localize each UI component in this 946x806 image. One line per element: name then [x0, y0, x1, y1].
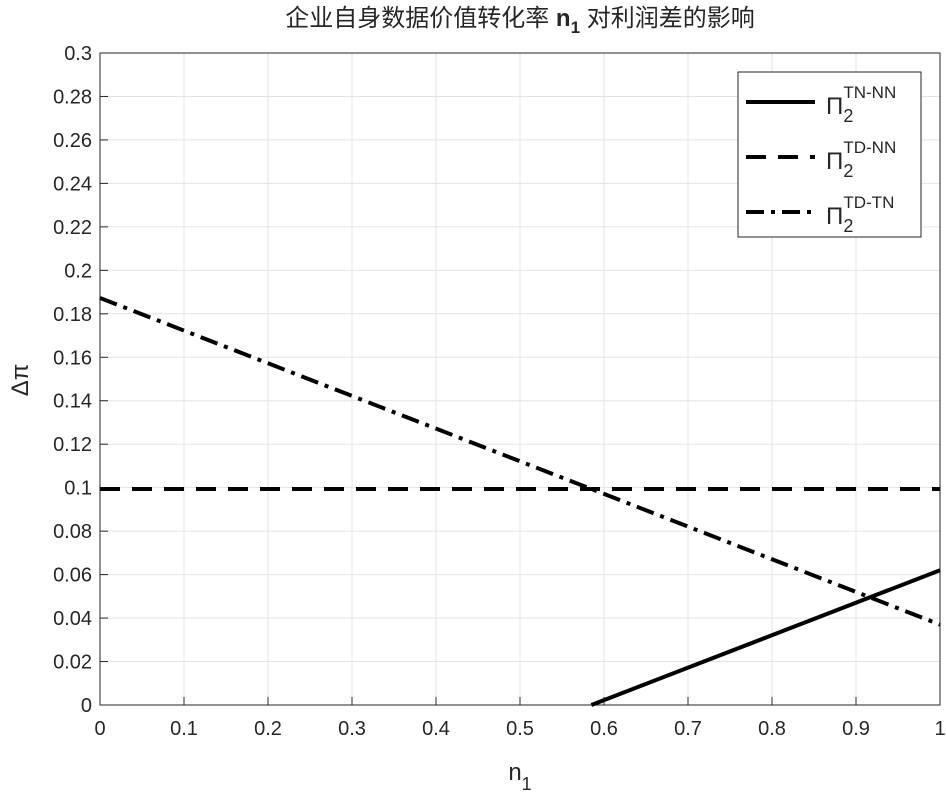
x-tick-label: 0.6: [590, 718, 618, 740]
legend-base: Π: [826, 93, 843, 120]
y-tick-label: 0.2: [64, 260, 92, 282]
y-tick-label: 0.26: [53, 130, 92, 152]
y-tick-label: 0.18: [53, 304, 92, 326]
y-tick-label: 0.08: [53, 521, 92, 543]
legend-label: Π2 TN-NN: [826, 83, 896, 126]
y-tick-label: 0.16: [53, 347, 92, 369]
x-tick-label: 0.4: [422, 718, 450, 740]
legend-base: Π: [826, 148, 843, 175]
y-tick-label: 0.14: [53, 391, 92, 413]
legend-label: Π2 TD-TN: [826, 193, 894, 236]
y-axis-label: Δπ: [7, 364, 34, 397]
y-tick-label: 0.12: [53, 434, 92, 456]
x-tick-label: 1: [934, 718, 945, 740]
legend-sub: 2: [843, 161, 853, 181]
title-text: 企业自身数据价值转化率: [285, 5, 556, 32]
title-rest: 对利润差的影响: [580, 5, 755, 32]
x-label-base: n: [508, 759, 521, 786]
x-tick-label: 0.2: [254, 718, 282, 740]
y-tick-label: 0.22: [53, 217, 92, 239]
chart-title: 企业自身数据价值转化率 n1 对利润差的影响: [285, 5, 754, 37]
legend-sub: 2: [843, 106, 853, 126]
x-tick-label: 0.3: [338, 718, 366, 740]
legend-box: [737, 71, 922, 238]
legend-sup: TN-NN: [843, 83, 896, 102]
x-label-sub: 1: [522, 774, 532, 794]
x-axis-label: n1: [508, 759, 531, 794]
legend-label: Π2 TD-NN: [826, 138, 896, 181]
x-tick-label: 0.1: [170, 718, 198, 740]
x-tick-label: 0: [94, 718, 105, 740]
legend-sup: TD-TN: [843, 193, 894, 212]
legend-sub: 2: [843, 216, 853, 236]
y-tick-label: 0.06: [53, 565, 92, 587]
legend-sup: TD-NN: [843, 138, 896, 157]
y-tick-label: 0.28: [53, 86, 92, 108]
title-var: n: [556, 5, 571, 32]
plot-frame: [99, 52, 941, 706]
series-line: [590, 568, 941, 707]
legend-base: Π: [826, 203, 843, 230]
y-tick-label: 0: [81, 695, 92, 717]
x-tick-label: 0.9: [842, 718, 870, 740]
x-tick-label: 0.8: [758, 718, 786, 740]
series-line: [99, 296, 941, 627]
y-tick-label: 0.02: [53, 652, 92, 674]
title-sub: 1: [571, 18, 580, 37]
y-tick-label: 0.1: [64, 478, 92, 500]
y-tick-label: 0.24: [53, 173, 92, 195]
y-tick-label: 0.3: [64, 43, 92, 65]
x-tick-label: 0.7: [674, 718, 702, 740]
y-tick-label: 0.04: [53, 608, 92, 630]
x-tick-label: 0.5: [506, 718, 534, 740]
